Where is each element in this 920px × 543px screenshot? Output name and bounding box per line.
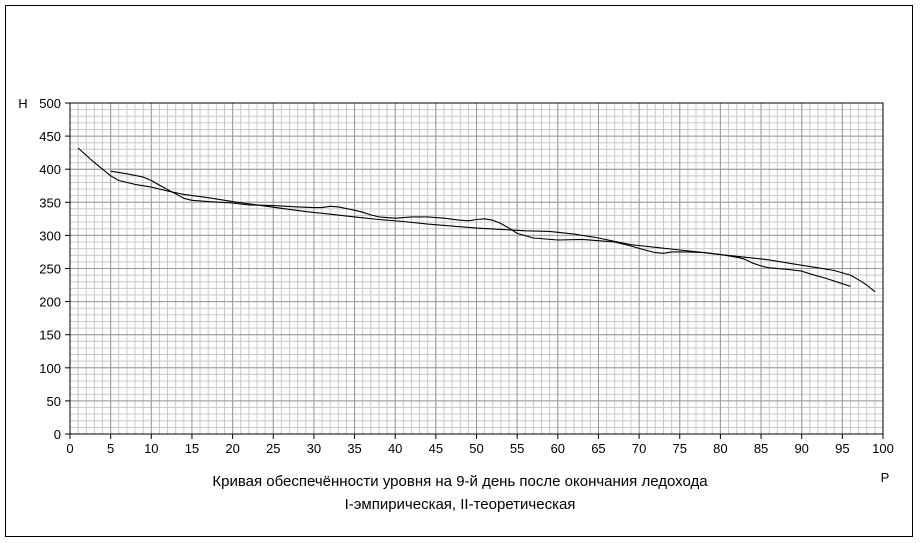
x-tick-label: 75 — [673, 441, 687, 456]
x-tick-label: 100 — [872, 441, 894, 456]
x-tick-label: 35 — [347, 441, 361, 456]
y-tick-label: 50 — [47, 394, 61, 409]
y-tick-label: 250 — [39, 262, 61, 277]
y-tick-label: 350 — [39, 195, 61, 210]
x-tick-label: 15 — [185, 441, 199, 456]
y-tick-label: 200 — [39, 295, 61, 310]
x-tick-label: 45 — [429, 441, 443, 456]
x-axis-label: P — [881, 470, 890, 485]
y-tick-label: 450 — [39, 129, 61, 144]
x-tick-label: 95 — [835, 441, 849, 456]
x-tick-label: 20 — [225, 441, 239, 456]
chart-subtitle: I-эмпирическая, II-теоретическая — [344, 496, 576, 513]
x-tick-label: 65 — [591, 441, 605, 456]
x-tick-label: 25 — [266, 441, 280, 456]
series-group — [77, 147, 876, 293]
x-tick-label: 70 — [632, 441, 646, 456]
major-grid — [69, 102, 884, 435]
y-axis-ticks: 0 50 100 150 200 250 300 350 400 450 500 — [39, 96, 70, 442]
x-tick-label: 85 — [754, 441, 768, 456]
x-tick-label: 40 — [388, 441, 402, 456]
y-tick-label: 0 — [54, 427, 61, 442]
series-line-empirical — [110, 170, 851, 287]
y-tick-label: 300 — [39, 228, 61, 243]
y-tick-label: 500 — [39, 96, 61, 111]
x-tick-label: 30 — [307, 441, 321, 456]
x-tick-label: 55 — [510, 441, 524, 456]
x-tick-label: 60 — [551, 441, 565, 456]
y-tick-label: 400 — [39, 162, 61, 177]
x-tick-label: 0 — [66, 441, 73, 456]
x-tick-label: 10 — [144, 441, 158, 456]
x-tick-label: 50 — [469, 441, 483, 456]
y-axis-label: Н — [18, 96, 27, 111]
y-tick-label: 100 — [39, 361, 61, 376]
x-tick-label: 80 — [713, 441, 727, 456]
chart-frame — [5, 5, 913, 537]
x-tick-label: 5 — [107, 441, 114, 456]
series-line-theoretical — [77, 147, 876, 293]
y-tick-label: 150 — [39, 328, 61, 343]
chart-title: Кривая обеспечённости уровня на 9-й день… — [212, 473, 708, 490]
x-axis-ticks: 0 5 10 15 20 25 30 35 40 45 50 55 60 65 70 75 80 85 90 95 10… — [66, 434, 894, 456]
x-tick-label: 90 — [794, 441, 808, 456]
